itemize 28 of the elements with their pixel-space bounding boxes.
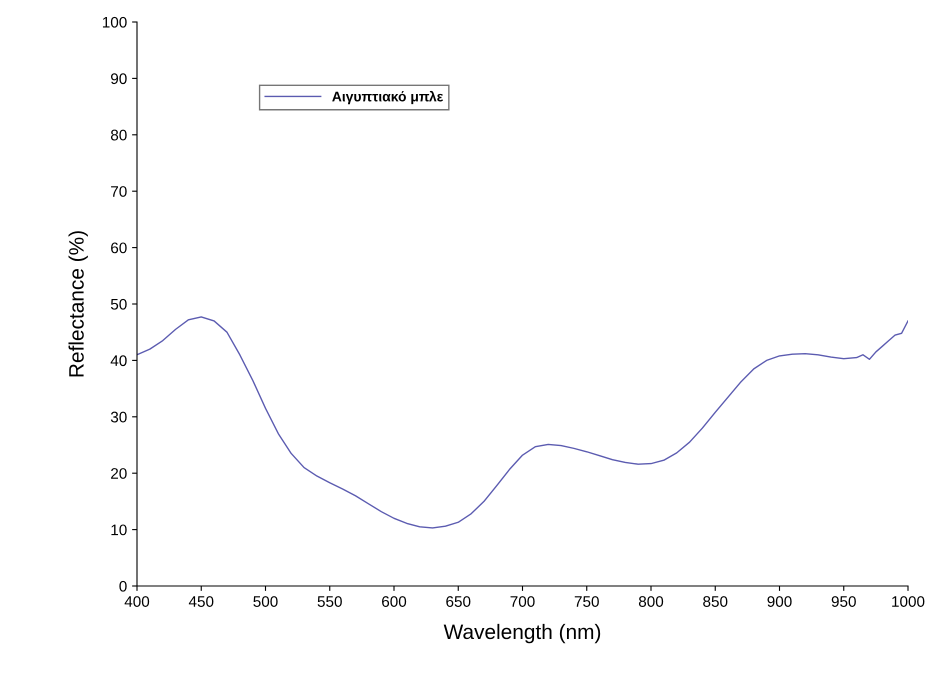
y-tick-label: 50: [110, 298, 127, 310]
y-tick-label: 10: [111, 524, 127, 536]
y-axis-title: Reflectance (%): [68, 231, 88, 376]
x-tick-label: 1000: [892, 596, 924, 607]
line-series: [137, 316, 908, 529]
x-tick-label: 750: [574, 596, 599, 607]
x-tick-label: 950: [832, 596, 856, 607]
x-tick-label: 600: [382, 596, 406, 607]
x-tick-label: 550: [318, 596, 342, 607]
y-tick-label: 90: [111, 73, 127, 84]
x-tick-label: 650: [446, 596, 470, 607]
x-tick-label: 400: [124, 596, 150, 607]
legend-label: Αιγυπτιακό μπλε: [332, 90, 444, 104]
y-tick-label: 80: [110, 130, 127, 140]
x-tick-label: 500: [253, 596, 278, 607]
y-tick-label: 60: [111, 242, 127, 254]
y-tick-label: 40: [110, 355, 127, 366]
y-tick-label: 70: [111, 186, 127, 197]
y-tick-label: 100: [102, 16, 127, 28]
y-tick-label: 0: [119, 580, 127, 592]
x-tick-label: 850: [703, 596, 728, 607]
y-tick-label: 30: [110, 412, 127, 422]
x-tick-label: 700: [510, 596, 535, 607]
x-tick-label: 450: [188, 596, 214, 607]
x-axis-title: Wavelength (nm): [444, 624, 600, 644]
x-tick-label: 800: [638, 596, 664, 607]
x-tick-label: 900: [767, 596, 792, 607]
y-tick-label: 20: [111, 468, 127, 479]
